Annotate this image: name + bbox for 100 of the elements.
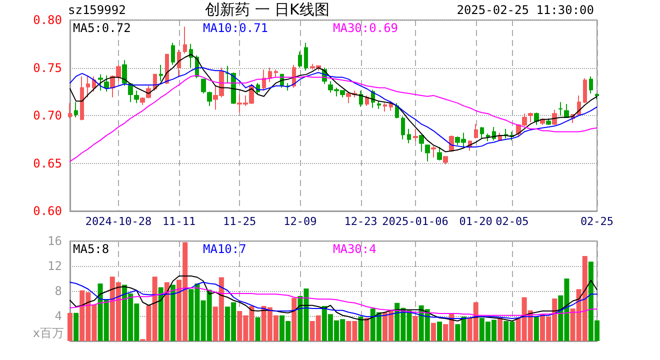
candlestick (189, 43, 193, 68)
candlestick (377, 100, 381, 110)
candlestick (128, 82, 133, 103)
y-tick-label: 12 (48, 259, 62, 273)
bar (255, 317, 260, 341)
bar (430, 322, 436, 341)
candlestick (262, 69, 266, 92)
candlestick (122, 60, 127, 86)
candlestick (304, 42, 308, 72)
text: MA10:7 (203, 242, 246, 256)
bar (498, 318, 503, 341)
bar (74, 312, 79, 341)
candlestick (564, 104, 569, 118)
candlestick (207, 91, 212, 106)
bar (164, 282, 170, 341)
candlestick (443, 156, 448, 165)
y-tick-label: 8 (54, 284, 62, 298)
bar (68, 312, 72, 341)
x-tick-label: 2024-10-28 (85, 215, 152, 228)
text: MA10:0.71 (203, 21, 268, 35)
candlestick (437, 146, 442, 161)
candlestick (528, 112, 533, 123)
candlestick (383, 102, 387, 112)
y-tick-label: 0.65 (33, 156, 62, 170)
x-tick-label: 02-05 (496, 215, 529, 228)
line-series (70, 287, 598, 316)
candlestick (74, 102, 78, 118)
y-tick-label: 4 (54, 309, 62, 323)
x-tick-label: 11-25 (223, 215, 256, 228)
y-tick-label: 0.60 (33, 204, 62, 218)
line-series (70, 54, 598, 152)
candlestick (86, 74, 90, 98)
candlestick (177, 49, 181, 78)
bar (158, 287, 164, 341)
candlestick (395, 102, 399, 119)
bar (412, 316, 418, 341)
candlestick (431, 146, 436, 158)
y-axis-title: x百万 (32, 326, 64, 340)
candlestick (558, 102, 563, 116)
x-tick-label: 11-11 (162, 215, 196, 228)
chart-subtitle: sz159992 (68, 3, 126, 17)
candlestick (80, 76, 84, 121)
text: 2025-02-25 11:30:00 (456, 3, 594, 17)
candlestick (389, 102, 393, 112)
x-tick-label: 2025-01-06 (382, 215, 448, 228)
candlestick (298, 51, 302, 68)
y-tick-label: 0.80 (33, 13, 62, 27)
y-tick-label: 0.75 (33, 60, 62, 75)
x-tick-label: 12-23 (344, 215, 378, 228)
candlestick (92, 76, 96, 92)
candlestick (134, 90, 139, 104)
x-tick-label: 02-25 (580, 215, 614, 228)
candlestick (359, 90, 363, 108)
text: MA5:8 (73, 242, 110, 256)
text: MA30:4 (333, 242, 376, 256)
y-tick-label: 16 (48, 234, 62, 248)
candlestick (546, 118, 551, 126)
chart-title: 创新药 一 日K线图 (205, 0, 330, 18)
candlestick (534, 112, 539, 126)
candlestick (425, 144, 430, 162)
x-tick-label: 12-09 (284, 215, 317, 228)
candlestick (274, 69, 278, 78)
candlestick (407, 128, 411, 144)
y-tick-label: 0.70 (33, 108, 62, 122)
candlestick (98, 74, 103, 92)
candlestick (577, 94, 581, 116)
bar (364, 318, 370, 341)
candlestick (286, 82, 290, 92)
text: MA30:0.69 (333, 21, 398, 35)
bar (534, 316, 539, 341)
line-series (70, 74, 598, 162)
candlestick (486, 133, 490, 142)
candlestick (419, 135, 424, 152)
candlestick (401, 116, 405, 140)
candlestick (552, 109, 557, 126)
candlestick (171, 42, 175, 66)
candlestick (104, 74, 109, 92)
x-tick-label: 01-20 (459, 215, 492, 228)
line-series (70, 67, 598, 148)
bar (358, 316, 364, 341)
candlestick (589, 76, 593, 94)
bar (437, 322, 442, 341)
candlestick (201, 78, 206, 94)
line-series (70, 276, 598, 322)
candlestick (68, 102, 72, 119)
candlestick (268, 67, 272, 83)
candlestick (365, 94, 369, 106)
bar (170, 284, 176, 341)
line-series (70, 282, 598, 319)
candlestick (474, 124, 478, 139)
bar (292, 298, 297, 341)
candlestick (595, 93, 599, 100)
candlestick (480, 126, 484, 139)
candlestick (159, 64, 163, 82)
candlestick (583, 78, 587, 104)
text: MA5:0.72 (73, 21, 131, 35)
candlestick (225, 65, 230, 84)
candlestick (413, 128, 418, 142)
candlestick (183, 26, 187, 54)
candlestick (140, 96, 145, 106)
